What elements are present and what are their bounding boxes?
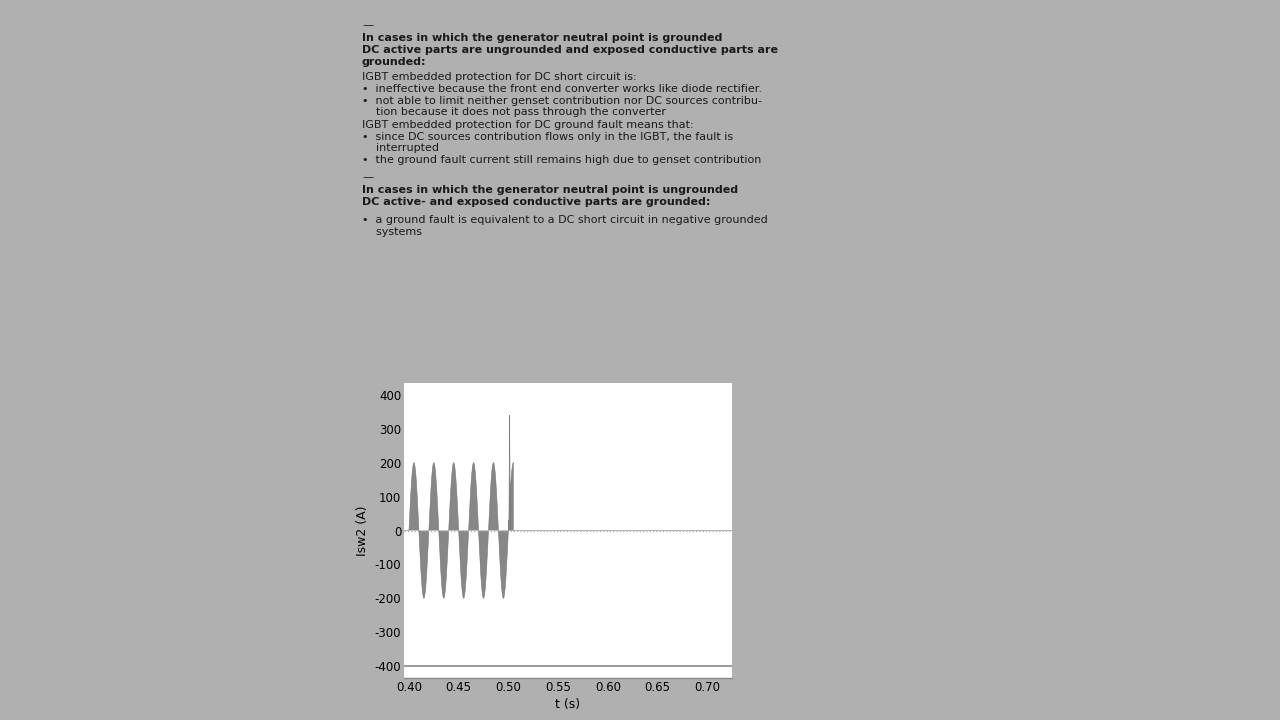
- Text: •  since DC sources contribution flows only in the IGBT, the fault is: • since DC sources contribution flows on…: [362, 132, 733, 142]
- Text: •  a ground fault is equivalent to a DC short circuit in negative grounded: • a ground fault is equivalent to a DC s…: [362, 215, 768, 225]
- Text: In cases in which the generator neutral point is ungrounded: In cases in which the generator neutral …: [362, 185, 739, 195]
- Text: tion because it does not pass through the converter: tion because it does not pass through th…: [362, 107, 666, 117]
- Y-axis label: Isw2 (A): Isw2 (A): [356, 505, 369, 556]
- X-axis label: t (s): t (s): [556, 698, 581, 711]
- Text: interrupted: interrupted: [362, 143, 439, 153]
- Text: —: —: [362, 172, 374, 182]
- Text: DC active parts are ungrounded and exposed conductive parts are: DC active parts are ungrounded and expos…: [362, 45, 778, 55]
- Text: •  ineffective because the front end converter works like diode rectifier.: • ineffective because the front end conv…: [362, 84, 762, 94]
- Text: grounded:: grounded:: [362, 57, 426, 67]
- Text: systems: systems: [362, 227, 422, 237]
- Text: —: —: [362, 20, 374, 30]
- Text: IGBT embedded protection for DC ground fault means that:: IGBT embedded protection for DC ground f…: [362, 120, 694, 130]
- Text: DC active- and exposed conductive parts are grounded:: DC active- and exposed conductive parts …: [362, 197, 710, 207]
- Text: •  not able to limit neither genset contribution nor DC sources contribu-: • not able to limit neither genset contr…: [362, 96, 762, 106]
- Text: •  the ground fault current still remains high due to genset contribution: • the ground fault current still remains…: [362, 155, 762, 165]
- Text: In cases in which the generator neutral point is grounded: In cases in which the generator neutral …: [362, 33, 722, 43]
- Text: IGBT embedded protection for DC short circuit is:: IGBT embedded protection for DC short ci…: [362, 72, 636, 82]
